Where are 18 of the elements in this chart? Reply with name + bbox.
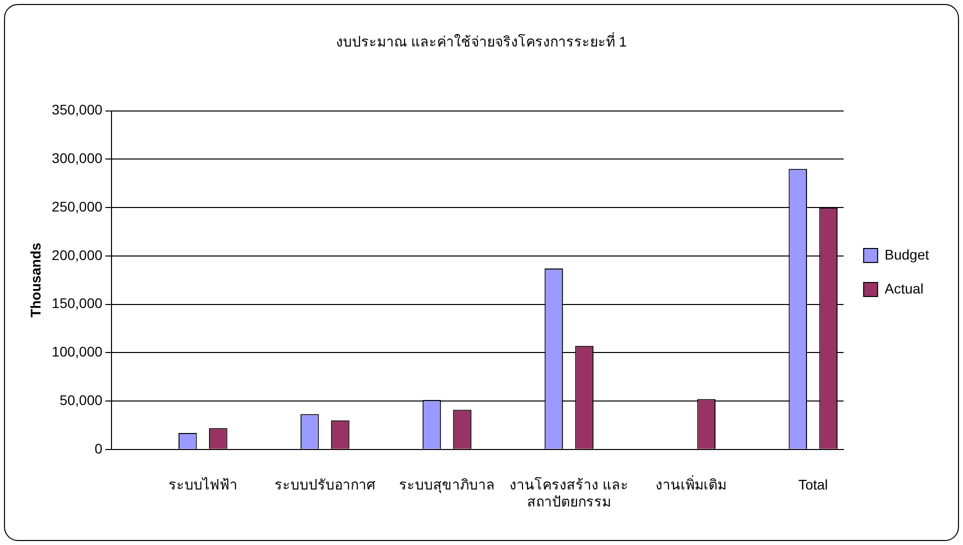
y-tick-label: 250,000 [52,198,103,214]
y-tick-label: 150,000 [52,295,103,312]
chart-title: งบประมาณ และค่าใช้จ่ายจริงโครงการระยะที่ 1 [336,32,627,50]
x-tick-label: งานเพิ่มเติม [656,476,727,493]
y-tick-label: 350,000 [52,102,103,118]
y-axis-title: Thousands [27,242,44,318]
y-tick-label: 50,000 [60,392,103,408]
x-tick-label: ระบบสุขาภิบาล [399,476,496,494]
y-tick-label: 0 [94,440,103,456]
x-tick-label: ระบบไฟฟ้า [168,476,238,493]
x-tick-label: ระบบปรับอากาศ [274,476,376,493]
y-tick-label: 100,000 [52,344,103,360]
legend-label: Budget [884,246,930,262]
y-tick-label: 200,000 [52,246,103,263]
x-tick-label: Total [798,476,828,493]
legend-label: Actual [884,280,924,296]
y-tick-label: 300,000 [52,150,103,166]
x-tick-label: งานโครงสร้าง และ สถาปัตยกรรม [510,476,628,510]
